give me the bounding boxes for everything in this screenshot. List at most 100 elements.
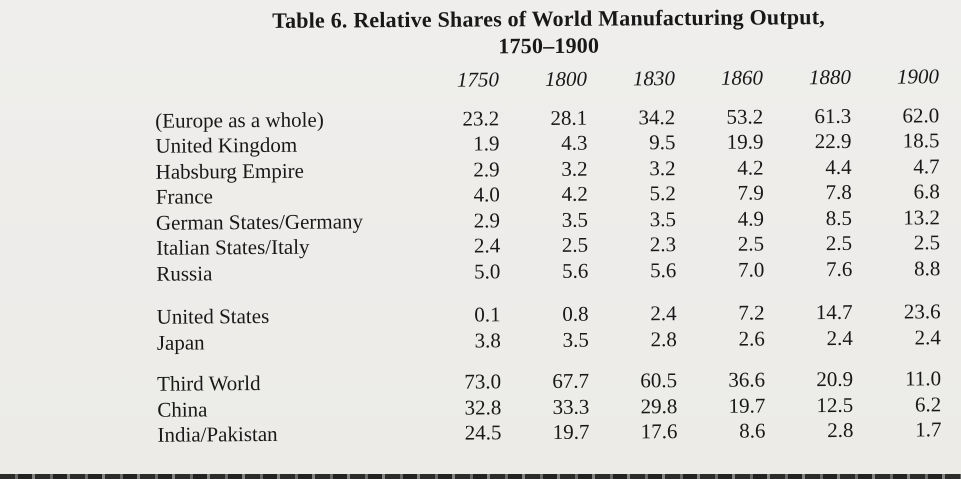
value-cell: 2.8 [650,326,677,351]
value-cell: 1.9 [473,131,500,156]
value-cell: 3.5 [649,206,677,231]
table-header-row: 1750 1800 1830 1860 1880 1900 [149,64,949,95]
row-label: United States [156,303,270,329]
value-cell: 32.8 [464,394,502,420]
value-cell: 8.8 [913,255,941,280]
value-cell: 36.6 [728,367,766,392]
value-cell: 4.2 [737,155,764,180]
value-cell: 29.8 [640,393,678,418]
value-cell: 6.2 [914,391,942,416]
table-row: Russia 5.0 5.6 5.6 7.0 7.6 8.8 [150,256,950,287]
value-cell: 2.5 [737,231,765,256]
table-block: Table 6. Relative Shares of World Manufa… [148,2,951,448]
value-cell: 7.6 [825,256,853,281]
table-row: Japan 3.8 3.5 2.8 2.6 2.4 2.4 [151,325,951,356]
value-cell: 23.6 [903,299,941,324]
row-label: France [155,184,214,209]
year-column-header: 1900 [896,64,940,89]
value-cell: 4.2 [561,181,588,206]
value-cell: 5.0 [473,258,501,284]
value-cell: 11.0 [905,366,942,391]
value-cell: 2.5 [561,232,589,257]
year-column-header: 1860 [720,65,764,90]
value-cell: 19.9 [726,129,764,154]
value-cell: 4.0 [473,182,500,207]
year-column-header: 1830 [632,66,676,91]
value-cell: 19.7 [728,393,766,418]
value-cell: 6.8 [913,179,940,204]
value-cell: 62.0 [902,102,940,128]
value-cell: 4.7 [913,153,940,178]
row-label: Italian States/Italy [156,234,310,260]
value-cell: 53.2 [726,104,764,129]
value-cell: 7.9 [737,180,764,205]
value-cell: 12.5 [816,392,854,417]
value-cell: 4.4 [825,154,852,179]
row-label: China [157,396,208,422]
value-cell: 4.3 [561,130,588,155]
value-cell: 0.1 [474,302,501,327]
value-cell: 2.4 [826,325,853,350]
value-cell: 24.5 [464,420,502,445]
year-column-header: 1880 [808,64,852,90]
value-cell: 17.6 [640,419,678,444]
value-cell: 3.5 [562,327,589,352]
row-label: Third World [157,371,261,396]
value-cell: 8.5 [825,205,853,230]
value-cell: 2.8 [827,417,854,443]
value-cell: 20.9 [816,366,854,392]
value-cell: 3.5 [561,207,589,232]
value-cell: 14.7 [815,299,853,325]
scan-artifact-line [0,474,961,479]
row-group-europe: (Europe as a whole) 23.2 28.1 34.2 53.2 … [149,103,950,287]
value-cell: 22.9 [814,128,852,154]
value-cell: 7.8 [825,179,852,205]
value-cell: 2.5 [825,230,853,256]
value-cell: 3.8 [474,327,501,353]
value-cell: 13.2 [903,204,941,230]
row-label: India/Pakistan [157,421,278,447]
value-cell: 5.6 [561,258,589,283]
row-label: United Kingdom [155,132,298,158]
row-label: German States/Germany [155,208,364,235]
value-cell: 19.7 [552,419,590,444]
value-cell: 1.7 [915,417,942,442]
table-row: India/Pakistan 24.5 19.7 17.6 8.6 2.8 1.… [151,417,951,448]
value-cell: 18.5 [902,128,940,153]
value-cell: 2.6 [738,326,765,351]
value-cell: 2.4 [650,301,677,326]
value-cell: 7.2 [738,300,765,325]
value-cell: 2.4 [914,324,941,349]
row-label: Habsburg Empire [155,158,305,184]
row-label: Japan [156,329,205,355]
value-cell: 2.9 [473,207,501,233]
value-cell: 3.2 [561,156,588,181]
year-column-header: 1750 [456,67,500,92]
value-cell: 2.3 [649,232,677,257]
value-cell: 9.5 [649,130,676,155]
value-cell: 67.7 [552,368,590,393]
row-label: (Europe as a whole) [155,107,324,133]
row-label-spacer [149,68,411,95]
value-cell: 60.5 [640,368,678,393]
row-group-third-world: Third World 73.0 67.7 60.5 36.6 20.9 11.… [151,366,952,448]
table-subtitle: 1750–1900 [498,32,600,59]
value-cell: 2.5 [913,230,941,255]
value-cell: 2.9 [473,156,500,182]
value-cell: 4.9 [737,206,765,231]
value-cell: 34.2 [638,104,676,129]
value-cell: 7.0 [737,257,765,282]
value-cell: 33.3 [552,394,590,419]
row-group-us-japan: United States 0.1 0.8 2.4 7.2 14.7 23.6 … [151,299,951,356]
value-cell: 2.4 [473,233,501,258]
value-cell: 28.1 [550,105,588,130]
row-label: Russia [156,260,213,286]
value-cell: 61.3 [814,103,852,128]
value-cell: 3.2 [649,155,676,180]
value-cell: 8.6 [739,418,766,443]
value-cell: 0.8 [562,301,589,326]
value-cell: 5.6 [649,257,677,282]
value-cell: 23.2 [462,105,500,131]
value-cell: 73.0 [464,369,502,394]
